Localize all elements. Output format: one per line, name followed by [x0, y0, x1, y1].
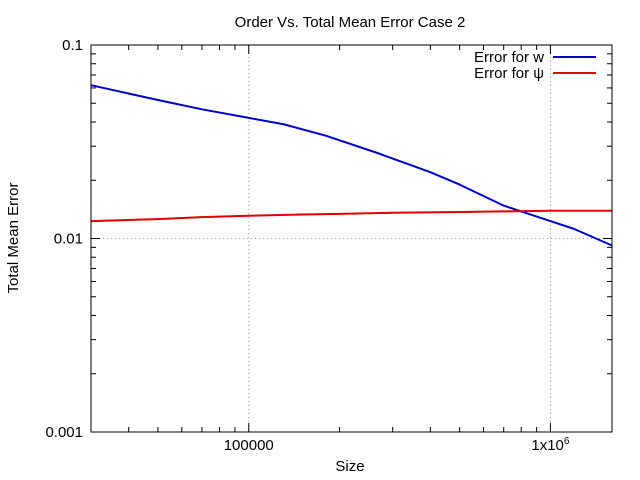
y-axis-label: Total Mean Error [5, 183, 22, 294]
axis-ticks: 100000 1x106 0.1 0.01 0.001 [45, 37, 612, 454]
x-tick-label: 100000 [224, 437, 274, 454]
y-tick-label: 0.01 [54, 231, 83, 248]
x-tick-label-exponent: 6 [564, 436, 570, 447]
legend-label: Error for ψ [474, 65, 544, 82]
series-line-0 [90, 84, 613, 247]
chart-title: Order Vs. Total Mean Error Case 2 [235, 14, 466, 31]
plot-frame [90, 44, 613, 433]
legend-label: Error for w [474, 49, 544, 66]
y-tick-label: 0.001 [45, 424, 83, 441]
x-axis-label: Size [335, 458, 364, 475]
grid [91, 45, 612, 432]
y-tick-label: 0.1 [62, 37, 83, 54]
x-tick-label: 1x106 [531, 436, 570, 454]
series-line-1 [90, 209, 612, 223]
series-lines [90, 84, 613, 247]
